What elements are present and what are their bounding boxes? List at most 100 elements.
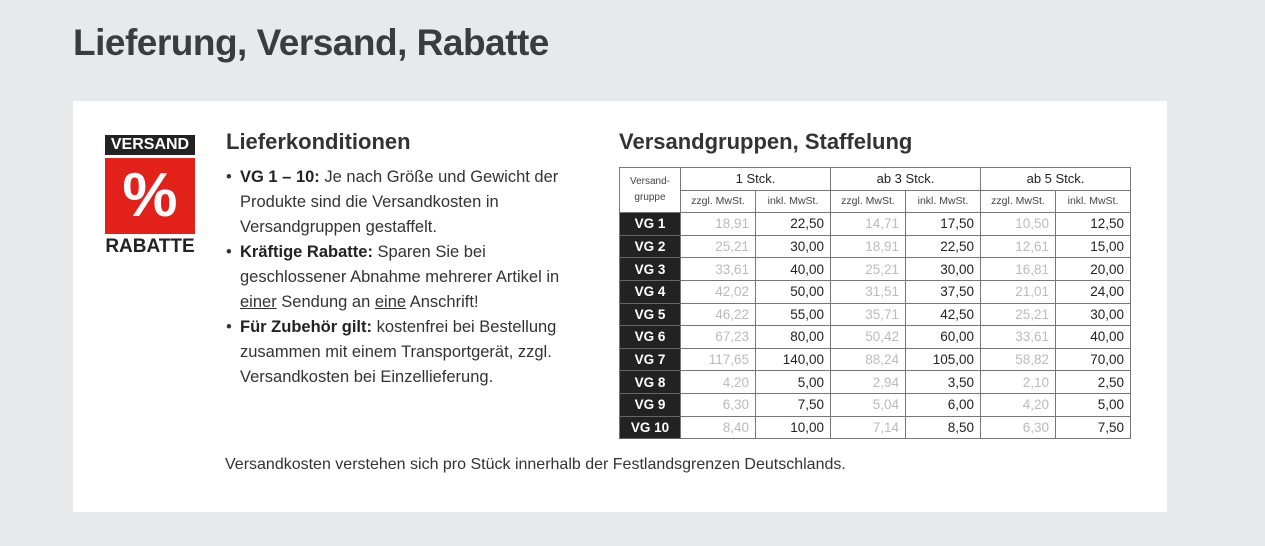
price-cell: 17,50 — [905, 212, 981, 236]
page-title: Lieferung, Versand, Rabatte — [73, 22, 549, 63]
price-cell: 6,30 — [680, 392, 756, 417]
price-cell: 22,50 — [905, 234, 981, 259]
corner-line: Versand- — [629, 176, 671, 188]
conditions-heading: Lieferkonditionen — [226, 129, 411, 154]
price-cell: 88,24 — [830, 347, 906, 372]
bullet: Kräftige Rabatte: Sparen Sie bei geschlo… — [226, 240, 580, 315]
bullet-text: Sendung an — [276, 293, 375, 311]
price-cell: 7,14 — [830, 415, 906, 440]
price-cell: 30,00 — [905, 257, 981, 281]
price-cell: 12,61 — [980, 234, 1056, 259]
price-cell: 18,91 — [830, 234, 906, 259]
group-header: ab 3 Stck. — [830, 167, 981, 191]
group-label: VG 6 — [619, 325, 681, 349]
price-cell: 42,02 — [680, 279, 756, 304]
price-cell: 5,04 — [830, 392, 906, 417]
panel: VERSAND % RABATTE Lieferkonditionen VG 1… — [73, 101, 1167, 512]
price-cell: 2,10 — [980, 370, 1056, 394]
price-cell: 7,50 — [755, 392, 831, 417]
badge-top: VERSAND — [105, 135, 195, 155]
price-cell: 58,82 — [980, 347, 1056, 372]
price-cell: 4,20 — [680, 370, 756, 394]
table-row: VG 9 6,30 7,50 5,04 6,00 4,20 5,00 — [619, 392, 1131, 417]
price-cell: 12,50 — [1055, 212, 1131, 236]
price-cell: 8,50 — [905, 415, 981, 440]
table-row: VG 8 4,20 5,00 2,94 3,50 2,10 2,50 — [619, 370, 1131, 394]
bullet-emphasis: einer — [240, 293, 277, 311]
price-cell: 24,00 — [1055, 279, 1131, 304]
price-cell: 18,91 — [680, 212, 756, 236]
price-cell: 30,00 — [755, 234, 831, 259]
group-label: VG 7 — [619, 347, 681, 372]
price-cell: 2,94 — [830, 370, 906, 394]
group-label: VG 9 — [619, 392, 681, 417]
price-cell: 105,00 — [905, 347, 981, 372]
price-cell: 6,30 — [980, 415, 1056, 440]
price-cell: 4,20 — [980, 392, 1056, 417]
bullet: Für Zubehör gilt: kostenfrei bei Bestell… — [226, 315, 580, 390]
shipping-table: Versand-gruppe 1 Stck. ab 3 Stck. ab 5 Stck… — [619, 166, 1131, 440]
bullet-lead: Kräftige Rabatte: — [240, 243, 373, 261]
price-cell: 33,61 — [680, 257, 756, 281]
price-cell: 25,21 — [980, 302, 1056, 327]
bullet-lead: VG 1 – 10: — [240, 168, 320, 186]
price-cell: 5,00 — [755, 370, 831, 394]
group-header: 1 Stck. — [680, 167, 831, 191]
price-cell: 3,50 — [905, 370, 981, 394]
group-header: ab 5 Stck. — [980, 167, 1131, 191]
price-cell: 60,00 — [905, 325, 981, 349]
price-cell: 40,00 — [1055, 325, 1131, 349]
price-cell: 21,01 — [980, 279, 1056, 304]
table-row: VG 2 25,21 30,00 18,91 22,50 12,61 15,00 — [619, 234, 1131, 259]
price-cell: 7,50 — [1055, 415, 1131, 440]
price-cell: 5,00 — [1055, 392, 1131, 417]
price-cell: 6,00 — [905, 392, 981, 417]
bullet-emphasis: eine — [374, 293, 407, 311]
price-cell: 8,40 — [680, 415, 756, 440]
badge-bottom: RABATTE — [105, 236, 195, 257]
price-cell: 37,50 — [905, 279, 981, 304]
badge: VERSAND % RABATTE — [105, 135, 195, 258]
bullet-text: Je nach Größe und Gewicht der Produkte s… — [240, 168, 559, 236]
price-cell: 50,42 — [830, 325, 906, 349]
price-cell: 15,00 — [1055, 234, 1131, 259]
price-cell: 31,51 — [830, 279, 906, 304]
bullet: VG 1 – 10: Je nach Größe und Gewicht der… — [226, 165, 580, 240]
table-row: VG 5 46,22 55,00 35,71 42,50 25,21 30,00 — [619, 302, 1131, 327]
price-cell: 14,71 — [830, 212, 906, 236]
price-cell: 22,50 — [755, 212, 831, 236]
bullet-text: Anschrift! — [406, 293, 479, 311]
price-cell: 10,50 — [980, 212, 1056, 236]
table-row: VG 1 18,91 22,50 14,71 17,50 10,50 12,50 — [619, 212, 1131, 236]
bullet-text: Sparen Sie bei geschlossener Abnahme meh… — [240, 243, 560, 286]
table-row: VG 3 33,61 40,00 25,21 30,00 16,81 20,00 — [619, 257, 1131, 281]
price-cell: 30,00 — [1055, 302, 1131, 327]
bullet-lead: Für Zubehör gilt: — [240, 318, 372, 336]
price-cell: 42,50 — [905, 302, 981, 327]
group-label: VG 10 — [619, 415, 681, 440]
subheader: inkl. MwSt. — [1055, 189, 1131, 214]
corner-cell: Versand-gruppe — [619, 166, 681, 214]
subheader-row: zzgl. MwSt. inkl. MwSt. zzgl. MwSt. inkl. M… — [620, 189, 1131, 214]
price-cell: 25,21 — [680, 234, 756, 259]
subheader: zzgl. MwSt. — [830, 189, 906, 214]
subheader: inkl. MwSt. — [755, 189, 831, 214]
group-label: VG 3 — [619, 257, 681, 281]
price-cell: 2,50 — [1055, 370, 1131, 394]
group-label: VG 4 — [619, 279, 681, 304]
header-row: Versand-gruppe 1 Stck. ab 3 Stck. ab 5 Stck… — [619, 166, 1131, 214]
price-cell: 40,00 — [755, 257, 831, 281]
price-cell: 70,00 — [1055, 347, 1131, 372]
price-cell: 140,00 — [755, 347, 831, 372]
footer-note: Versandkosten verstehen sich pro Stück i… — [225, 456, 846, 473]
table-row: VG 10 8,40 10,00 7,14 8,50 6,30 7,50 — [619, 415, 1131, 440]
price-cell: 46,22 — [680, 302, 756, 327]
table-heading: Versandgruppen, Staffelung — [619, 129, 913, 154]
table-row: VG 6 67,23 80,00 50,42 60,00 33,61 40,00 — [619, 325, 1131, 349]
price-cell: 10,00 — [755, 415, 831, 440]
price-cell: 80,00 — [755, 325, 831, 349]
price-cell: 20,00 — [1055, 257, 1131, 281]
price-cell: 50,00 — [755, 279, 831, 304]
table-row: VG 7 117,65 140,00 88,24 105,00 58,82 70,00 — [619, 347, 1131, 372]
